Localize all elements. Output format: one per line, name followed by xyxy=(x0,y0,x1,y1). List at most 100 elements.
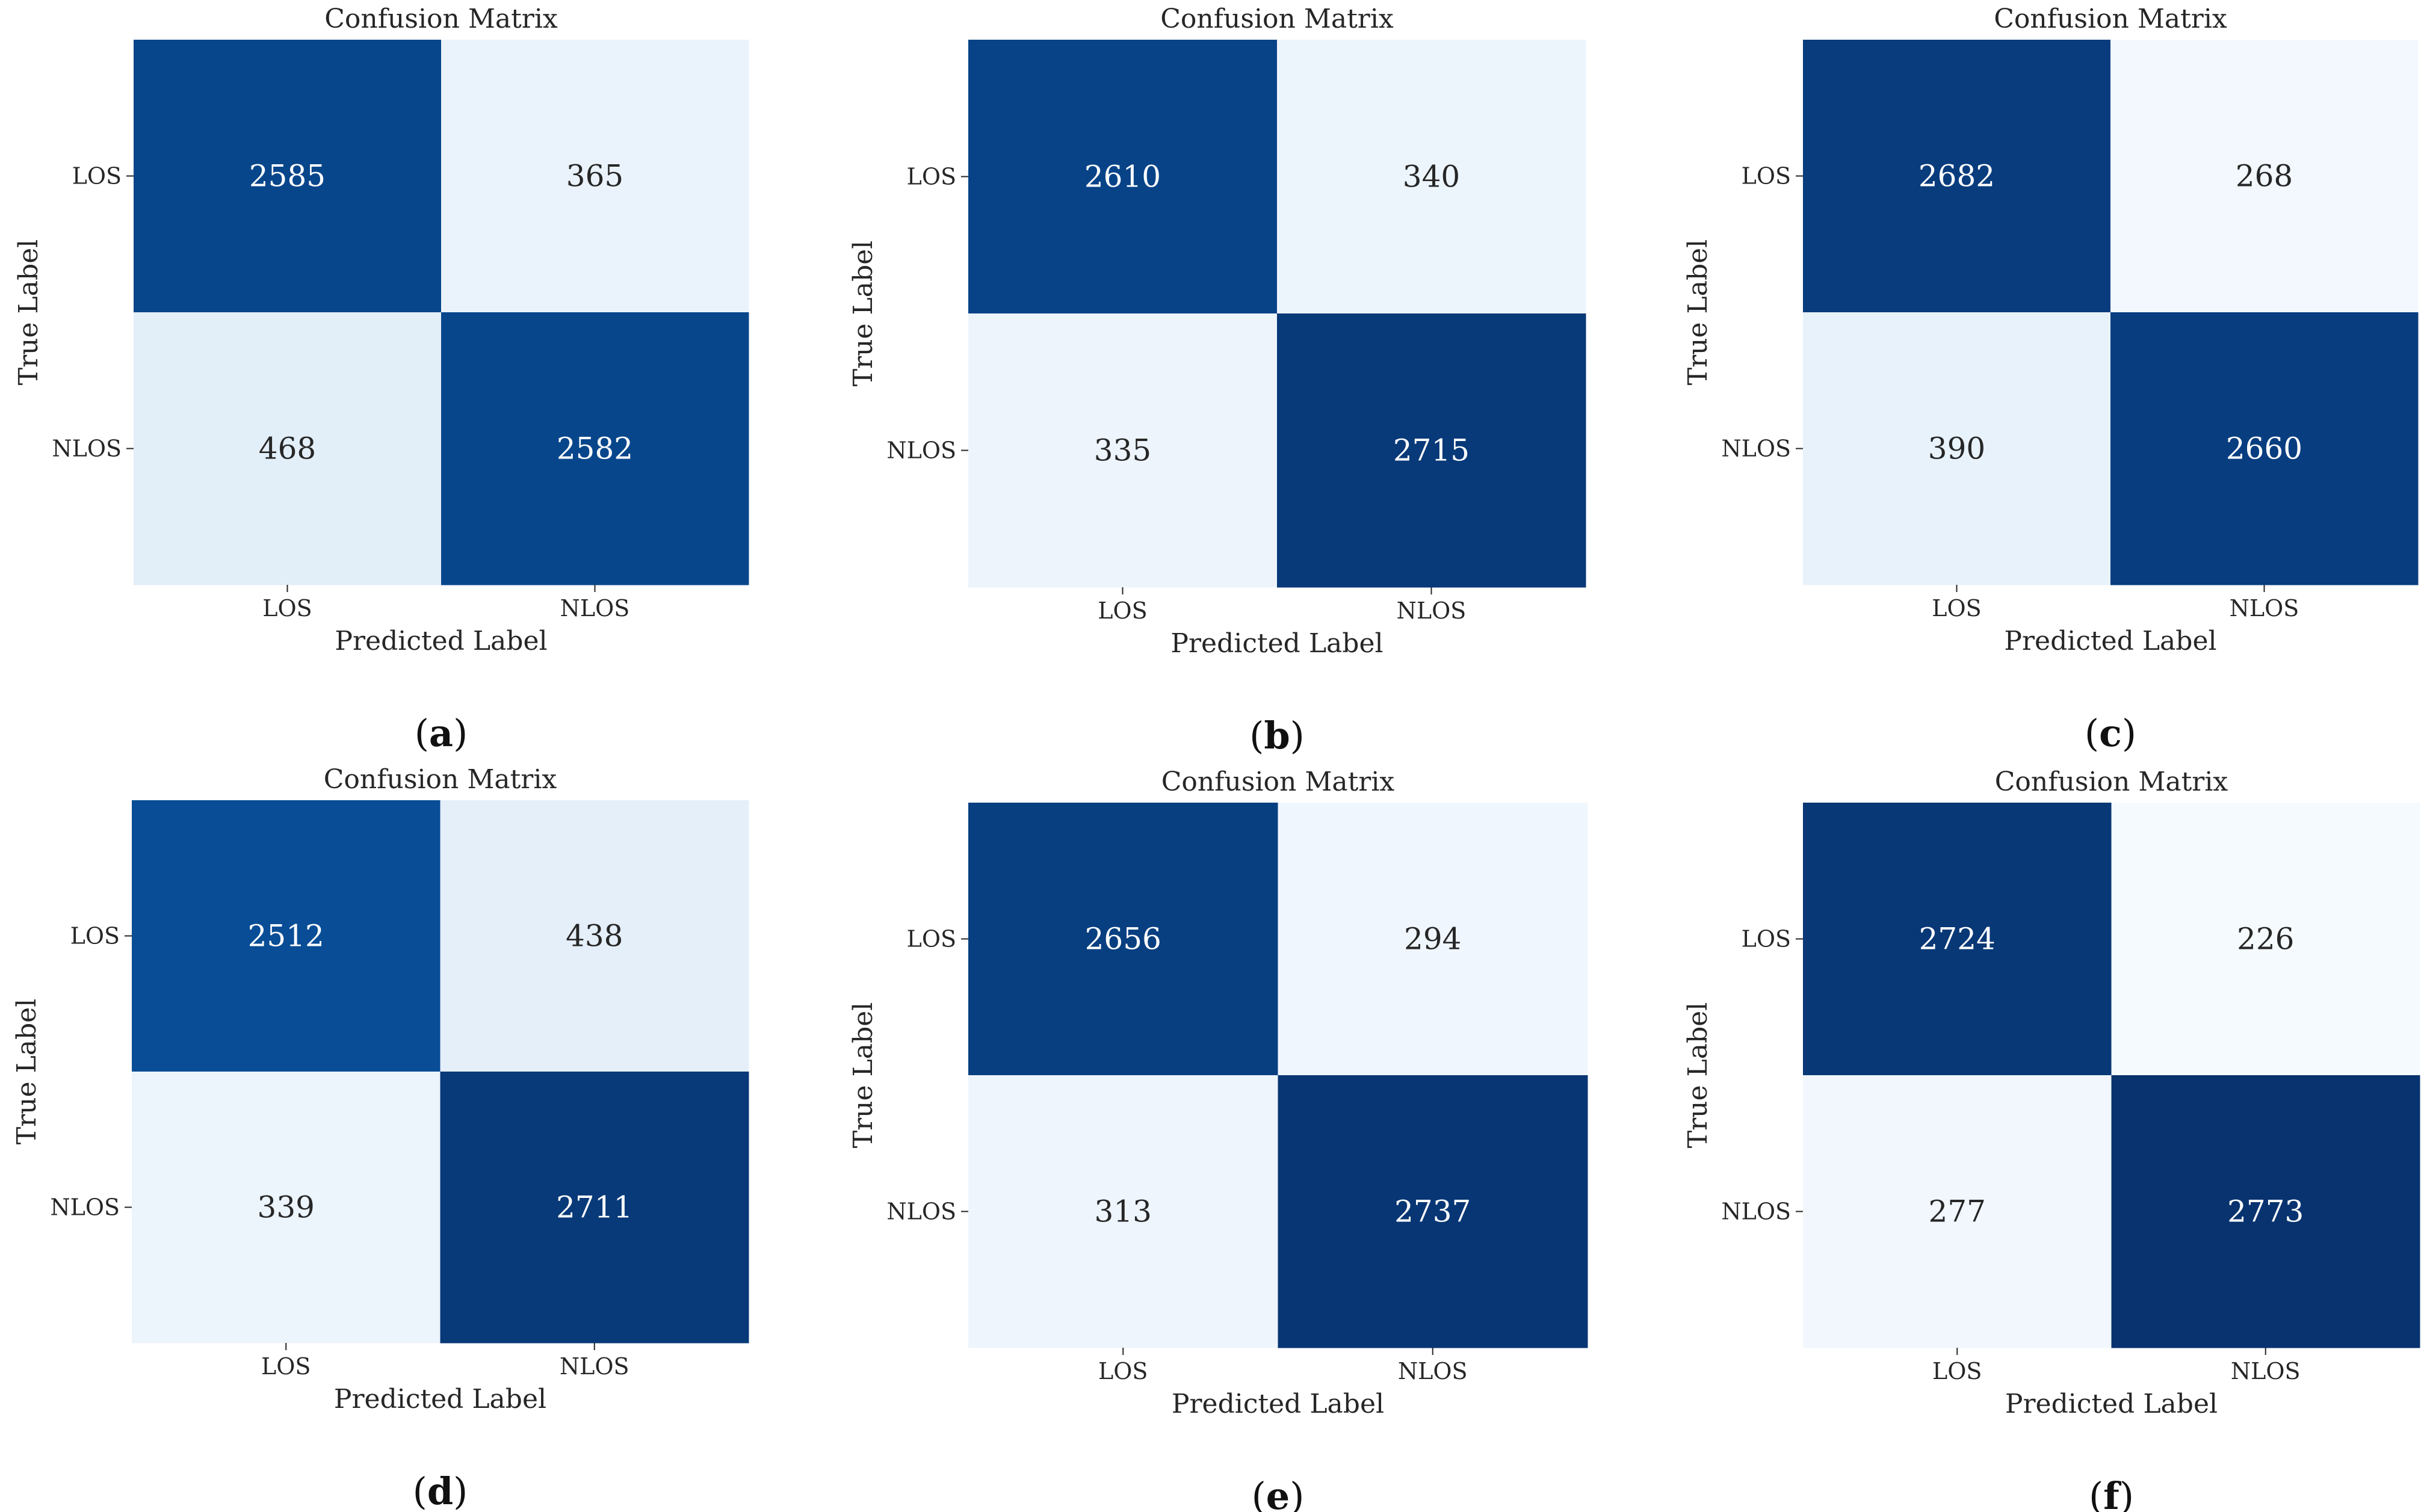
heatmap-cell-nlos-nlos xyxy=(441,312,749,585)
cell-value-label: 277 xyxy=(1929,1194,1986,1229)
y-axis-label: True Label xyxy=(11,999,42,1144)
panel-caption: (a) xyxy=(415,711,468,755)
cell-value-label: 2711 xyxy=(556,1190,632,1225)
x-axis-label: Predicted Label xyxy=(335,626,547,656)
heatmap-cell-los-los xyxy=(968,40,1278,314)
y-tick-label: LOS xyxy=(1742,926,1791,952)
chart-title: Confusion Matrix xyxy=(1994,4,2227,34)
x-tick-label: NLOS xyxy=(2231,1358,2301,1384)
x-tick-label: NLOS xyxy=(2230,595,2299,622)
confusion-matrix-panel-c: 2682 268 390 2660 Confusion Matrix LOS NLOS LOS… xyxy=(1683,4,2419,755)
confusion-matrix-panel-b: 2610 340 335 2715 Confusion Matrix LOS NLOS LOS… xyxy=(848,4,1586,758)
y-tick-label: NLOS xyxy=(886,1199,956,1225)
cell-value-label: 438 xyxy=(566,919,623,954)
x-tick-label: NLOS xyxy=(1397,597,1467,624)
chart-title: Confusion Matrix xyxy=(1995,767,2228,797)
x-axis-label: Predicted Label xyxy=(1172,1389,1384,1419)
y-axis-label: True Label xyxy=(13,239,44,385)
cell-value-label: 2585 xyxy=(249,159,326,194)
cell-value-label: 2773 xyxy=(2227,1194,2304,1229)
y-tick-label: NLOS xyxy=(1721,436,1791,462)
y-tick-label: NLOS xyxy=(52,436,122,462)
heatmap-cell-los-los xyxy=(968,803,1278,1076)
chart-title: Confusion Matrix xyxy=(324,764,557,795)
confusion-matrix-panel-a: 2585 365 468 2582 Confusion Matrix LOS NLOS LOS… xyxy=(13,4,749,755)
heatmap-cell-nlos-nlos xyxy=(1277,313,1586,588)
cell-value-label: 294 xyxy=(1404,922,1461,957)
heatmap-cell-nlos-nlos xyxy=(2111,1075,2420,1348)
heatmap-cell-nlos-los xyxy=(134,312,442,585)
chart-title: Confusion Matrix xyxy=(1161,767,1395,797)
cell-value-label: 313 xyxy=(1095,1194,1152,1229)
heatmap-cell-los-nlos xyxy=(1277,40,1586,314)
cell-value-label: 365 xyxy=(566,159,623,194)
cell-value-label: 339 xyxy=(258,1190,315,1225)
y-tick-label: LOS xyxy=(1742,163,1791,190)
y-axis-label: True Label xyxy=(848,241,879,386)
cell-value-label: 268 xyxy=(2236,159,2293,194)
chart-title: Confusion Matrix xyxy=(324,4,558,34)
cell-value-label: 226 xyxy=(2237,922,2294,957)
cell-value-label: 2656 xyxy=(1085,922,1161,957)
y-tick-label: NLOS xyxy=(50,1194,120,1221)
heatmap-cell-nlos-los xyxy=(968,313,1278,588)
y-tick-label: LOS xyxy=(70,923,120,949)
cell-value-label: 2512 xyxy=(248,919,324,954)
cell-value-label: 2582 xyxy=(557,431,633,466)
x-tick-label: LOS xyxy=(1932,595,1981,622)
cell-value-label: 340 xyxy=(1403,159,1460,194)
cell-value-label: 2682 xyxy=(1918,159,1995,194)
panel-caption: (c) xyxy=(2085,711,2136,755)
y-tick-label: LOS xyxy=(907,164,956,190)
panel-caption: (b) xyxy=(1249,714,1305,758)
heatmap-cell-los-nlos xyxy=(441,40,749,313)
heatmap-cell-los-los xyxy=(1803,803,2112,1076)
heatmap-cell-nlos-nlos xyxy=(1278,1075,1588,1348)
y-tick-label: NLOS xyxy=(1721,1199,1791,1225)
cell-value-label: 2660 xyxy=(2226,431,2302,466)
heatmap-cell-los-los xyxy=(134,40,442,313)
x-axis-label: Predicted Label xyxy=(2005,1389,2218,1419)
y-tick-label: LOS xyxy=(907,926,956,952)
cell-value-label: 468 xyxy=(259,431,316,466)
panel-caption: (e) xyxy=(1252,1474,1305,1512)
y-axis-label: True Label xyxy=(1683,239,1713,385)
x-tick-label: NLOS xyxy=(560,1353,629,1380)
x-tick-label: LOS xyxy=(261,1353,311,1380)
heatmap-cell-nlos-los xyxy=(1803,312,2111,585)
x-tick-label: NLOS xyxy=(1398,1358,1468,1384)
x-axis-label: Predicted Label xyxy=(334,1384,546,1415)
cell-value-label: 2715 xyxy=(1393,433,1470,468)
x-tick-label: NLOS xyxy=(560,595,630,622)
y-tick-label: LOS xyxy=(72,163,122,190)
heatmap-cell-los-los xyxy=(132,800,441,1072)
heatmap-cell-nlos-los xyxy=(968,1075,1278,1348)
chart-title: Confusion Matrix xyxy=(1160,4,1394,34)
panel-caption: (d) xyxy=(413,1469,468,1512)
x-tick-label: LOS xyxy=(1932,1358,1982,1384)
heatmap-cell-los-los xyxy=(1803,40,2111,313)
x-tick-label: LOS xyxy=(1098,1358,1148,1384)
confusion-matrix-panel-f: 2724 226 277 2773 Confusion Matrix LOS NLOS LOS… xyxy=(1683,767,2420,1512)
cell-value-label: 2610 xyxy=(1084,159,1161,194)
x-tick-label: LOS xyxy=(1098,597,1147,624)
heatmap-cell-nlos-los xyxy=(132,1072,441,1344)
heatmap-cell-los-nlos xyxy=(2111,803,2420,1076)
y-axis-label: True Label xyxy=(848,1002,879,1148)
cell-value-label: 2737 xyxy=(1394,1194,1471,1229)
heatmap-cell-nlos-nlos xyxy=(440,1072,749,1344)
confusion-matrix-panel-d: 2512 438 339 2711 Confusion Matrix LOS NLOS LOS… xyxy=(11,764,749,1512)
cell-value-label: 2724 xyxy=(1919,922,1996,957)
y-tick-label: NLOS xyxy=(886,437,956,464)
x-axis-label: Predicted Label xyxy=(2004,626,2216,656)
heatmap-cell-los-nlos xyxy=(1278,803,1588,1076)
heatmap-cell-los-nlos xyxy=(2110,40,2419,313)
cell-value-label: 390 xyxy=(1928,431,1985,466)
y-axis-label: True Label xyxy=(1683,1002,1713,1148)
heatmap-cell-nlos-nlos xyxy=(2110,312,2419,585)
cell-value-label: 335 xyxy=(1094,433,1151,468)
panel-caption: (f) xyxy=(2089,1474,2134,1512)
confusion-matrix-panel-e: 2656 294 313 2737 Confusion Matrix LOS NLOS LOS… xyxy=(848,767,1588,1512)
